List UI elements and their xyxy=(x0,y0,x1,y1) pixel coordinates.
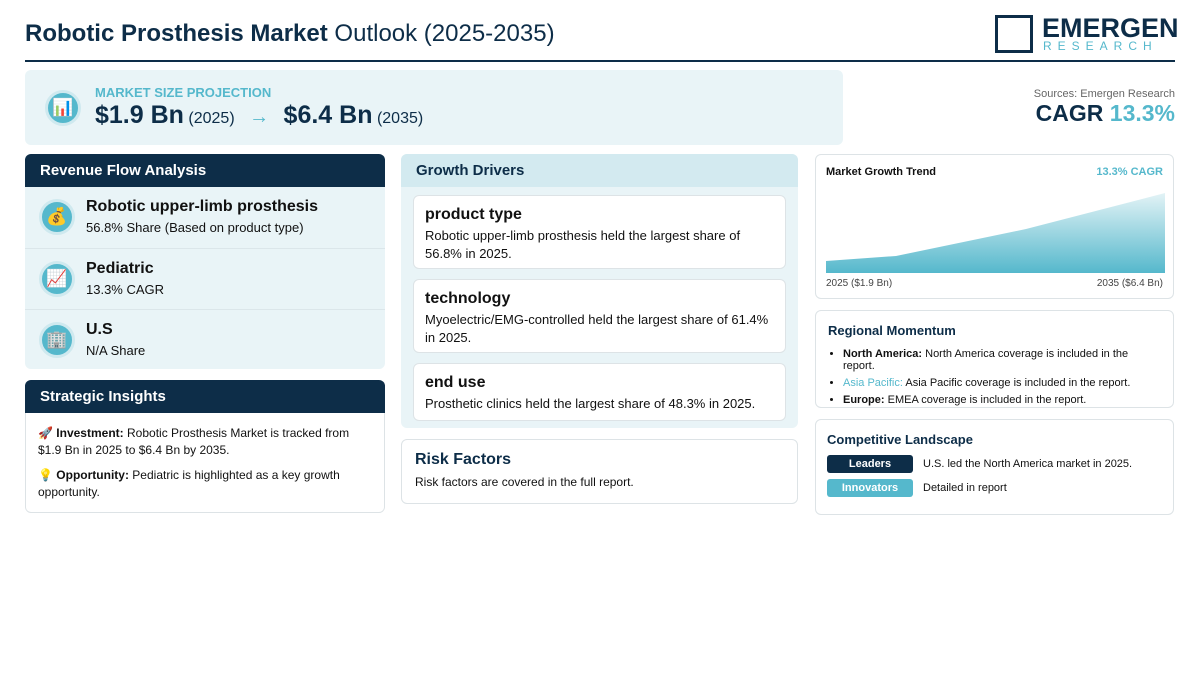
driver-card: technology Myoelectric/EMG-controlled hel… xyxy=(413,279,786,353)
cagr-label: CAGR xyxy=(1035,100,1104,126)
start-year: (2025) xyxy=(188,110,235,127)
cagr-value: 13.3% xyxy=(1109,100,1175,126)
item-name: Pediatric xyxy=(86,260,154,277)
revenue-flow: Revenue Flow Analysis 💰 Robotic upper-lim… xyxy=(25,154,385,369)
driver-text: Robotic upper-limb prosthesis held the l… xyxy=(425,228,741,261)
icon: 📈 xyxy=(39,261,75,297)
badge: Innovators xyxy=(827,479,913,497)
driver-title: end use xyxy=(425,374,486,391)
comp-text: Detailed in report xyxy=(923,482,1007,494)
trend-cagr: 13.3% CAGR xyxy=(1096,166,1163,178)
driver-card: end use Prosthetic clinics held the large… xyxy=(413,363,786,421)
trend-card: Market Growth Trend 13.3% CAGR 2025 ($1.… xyxy=(815,154,1174,299)
item-detail: N/A Share xyxy=(86,343,146,358)
logo-mark xyxy=(995,15,1033,53)
section-title: Competitive Landscape xyxy=(827,432,973,447)
region-name: North America: xyxy=(843,348,923,360)
risk-factors: Risk Factors Risk factors are covered in… xyxy=(401,439,798,504)
icon: 🏢 xyxy=(39,322,75,358)
region-item: Europe: EMEA coverage is included in the… xyxy=(843,394,1161,406)
flow-item: 📈 Pediatric 13.3% CAGR xyxy=(25,248,385,309)
icon: 💡 xyxy=(38,468,53,482)
title: Robotic Prosthesis Market Outlook (2025-… xyxy=(25,20,555,48)
driver-text: Prosthetic clinics held the largest shar… xyxy=(425,396,756,411)
insight-list: 🚀 Investment: Robotic Prosthesis Market … xyxy=(26,413,384,501)
insight-text: Robotic Prosthesis Market is tracked fro… xyxy=(38,426,350,457)
cagr: CAGR 13.3% xyxy=(1036,100,1175,127)
item-detail: 13.3% CAGR xyxy=(86,282,165,297)
section-title: Revenue Flow Analysis xyxy=(25,154,385,187)
insight: 💡 Opportunity: Pediatric is highlighted … xyxy=(38,467,372,501)
insight: 🚀 Investment: Robotic Prosthesis Market … xyxy=(38,425,372,459)
icon: 🚀 xyxy=(38,426,53,440)
projection-label: MARKET SIZE PROJECTION xyxy=(95,85,272,100)
region-name: Europe: xyxy=(843,394,885,406)
projection-icon: 📊 xyxy=(45,90,81,126)
title-bold: Robotic Prosthesis Market xyxy=(25,20,328,47)
risk-text: Risk factors are covered in the full rep… xyxy=(415,475,634,489)
comp-row: Leaders U.S. led the North America market… xyxy=(827,455,1162,473)
region-text: EMEA coverage is included in the report. xyxy=(887,394,1087,406)
growth-drivers: Growth Drivers product type Robotic upper… xyxy=(401,154,798,428)
trend-title: Market Growth Trend xyxy=(826,166,937,178)
regional-momentum: Regional Momentum North America: North A… xyxy=(815,310,1174,408)
strategic-insights: Strategic Insights 🚀 Investment: Robotic… xyxy=(25,380,385,513)
driver-title: technology xyxy=(425,290,511,307)
trend-start: 2025 ($1.9 Bn) xyxy=(826,278,893,289)
logo-main: EMERGEN xyxy=(1042,13,1179,43)
comp-text: U.S. led the North America market in 202… xyxy=(923,458,1133,470)
header-rule xyxy=(25,60,1175,62)
section-title: Growth Drivers xyxy=(401,154,798,187)
end-value: $6.4 Bn xyxy=(283,101,373,129)
comp-row: Innovators Detailed in report xyxy=(827,479,1162,497)
driver-title: product type xyxy=(425,206,522,223)
item-name: U.S xyxy=(86,321,113,338)
start-value: $1.9 Bn xyxy=(95,101,184,129)
region-item: North America: North America coverage is… xyxy=(843,348,1161,372)
sources: Sources: Emergen Research xyxy=(1033,88,1175,100)
section-title: Regional Momentum xyxy=(828,323,956,338)
region-list: North America: North America coverage is… xyxy=(828,348,1161,406)
arrow: → xyxy=(249,106,270,128)
section-title: Strategic Insights xyxy=(25,380,385,413)
icon: 💰 xyxy=(39,199,75,235)
section-title: Risk Factors xyxy=(415,451,512,468)
driver-card: product type Robotic upper-limb prosthesi… xyxy=(413,195,786,269)
badge: Leaders xyxy=(827,455,913,473)
competitive-landscape: Competitive Landscape Leaders U.S. led th… xyxy=(815,419,1174,515)
region-text: Asia Pacific coverage is included in the… xyxy=(905,377,1131,389)
flow-item: 🏢 U.S N/A Share xyxy=(25,309,385,370)
region-item: Asia Pacific: Asia Pacific coverage is i… xyxy=(843,377,1161,389)
region-text: North America coverage is included in th… xyxy=(843,348,1129,372)
region-name: Asia Pacific: xyxy=(843,377,903,389)
trend-area xyxy=(826,193,1165,273)
item-name: Robotic upper-limb prosthesis xyxy=(86,198,319,215)
insight-label: Investment: xyxy=(56,426,124,440)
insight-label: Opportunity: xyxy=(56,468,129,482)
item-detail: 56.8% Share (Based on product type) xyxy=(86,220,304,235)
trend-end: 2035 ($6.4 Bn) xyxy=(1096,278,1163,289)
area-shape xyxy=(826,193,1165,273)
insight-text: Pediatric is highlighted as a key growth… xyxy=(38,468,340,499)
logo-sub: RESEARCH xyxy=(1043,39,1158,53)
driver-text: Myoelectric/EMG-controlled held the larg… xyxy=(425,312,769,345)
end-year: (2035) xyxy=(376,110,424,127)
projection-box: 📊 MARKET SIZE PROJECTION $1.9 Bn (2025) … xyxy=(25,70,843,145)
flow-item: 💰 Robotic upper-limb prosthesis 56.8% Shar… xyxy=(25,187,385,248)
title-rest: Outlook (2025-2035) xyxy=(334,20,555,47)
projection-values: $1.9 Bn (2025) → $6.4 Bn (2035) xyxy=(95,101,423,130)
